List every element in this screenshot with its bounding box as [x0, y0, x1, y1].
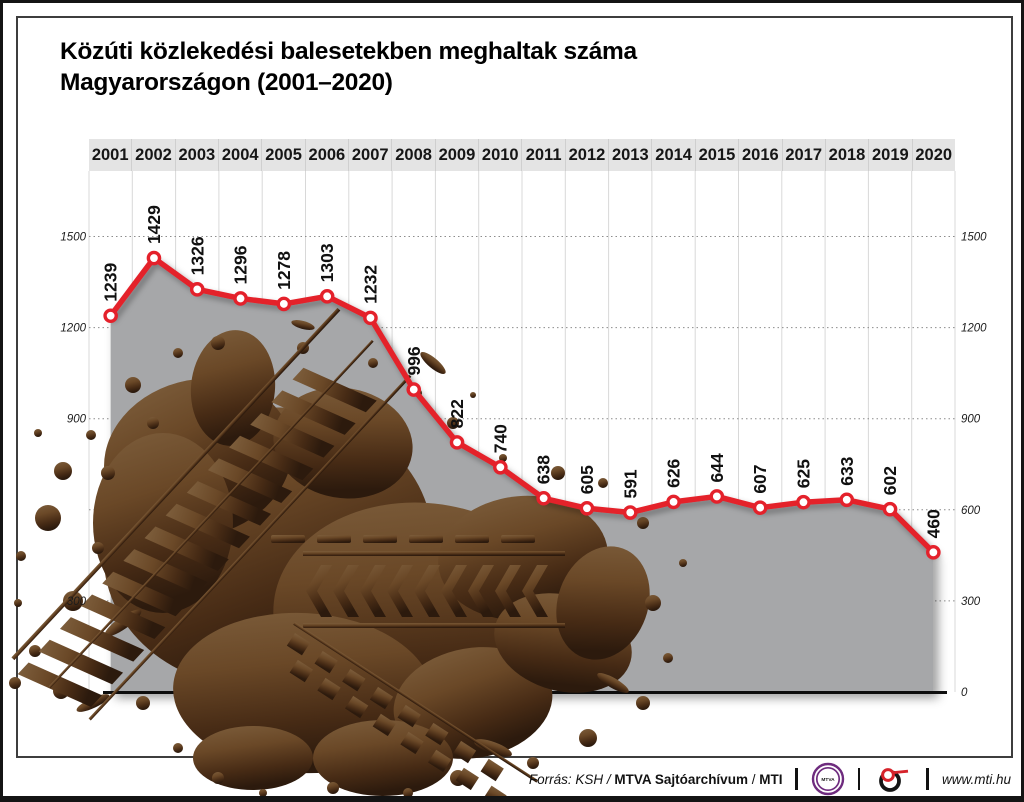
footer: Forrás: KSH / MTVA Sajtóarchívum / MTI M…: [19, 761, 1011, 796]
footer-divider: [926, 768, 929, 790]
year-label: 2019: [868, 139, 911, 171]
mtva-logo-icon: MTVA: [811, 762, 845, 796]
source-mid: /: [747, 771, 760, 787]
footer-divider: [795, 768, 798, 790]
source-mti: MTI: [759, 771, 783, 787]
year-label: 2012: [564, 139, 608, 171]
year-label: 2016: [738, 139, 781, 171]
year-label: 2015: [694, 139, 738, 171]
website-link[interactable]: www.mti.hu: [941, 771, 1011, 787]
source-prefix: Forrás: KSH /: [528, 771, 615, 787]
title-line-2: Magyarországon (2001–2020): [60, 69, 393, 96]
year-label: 2001: [91, 146, 129, 164]
year-label: 2006: [304, 139, 348, 171]
year-label: 2018: [824, 139, 868, 171]
year-label: 2009: [434, 139, 478, 171]
chart-frame: [16, 16, 1013, 758]
year-label: 2014: [651, 139, 694, 171]
year-label: 2004: [218, 139, 261, 171]
year-label: 2020: [911, 139, 955, 171]
source-credit: Forrás: KSH / MTVA Sajtóarchívum / MTI: [529, 772, 783, 787]
year-label: 2003: [174, 139, 218, 171]
year-label: 2011: [521, 139, 564, 171]
year-label: 2017: [781, 139, 825, 171]
year-label: 2002: [131, 139, 174, 171]
x-axis-year-band: 2001 2002 2003 2004 2005 2006 2007 2008 2009 2010…: [89, 139, 955, 171]
chart-title: Közúti közlekedési balesetekben meghalta…: [60, 36, 637, 98]
footer-divider: [857, 768, 861, 790]
year-label: 2010: [478, 139, 521, 171]
mtva-logo-label: MTVA: [821, 777, 835, 783]
year-label: 2013: [608, 139, 651, 171]
year-label: 2007: [348, 139, 391, 171]
mti-logo-icon: [879, 768, 909, 792]
year-label: 2008: [391, 139, 434, 171]
year-label: 2005: [261, 139, 304, 171]
source-archive: MTVA Sajtóarchívum: [614, 771, 748, 787]
title-line-1: Közúti közlekedési balesetekben meghalta…: [60, 38, 637, 65]
